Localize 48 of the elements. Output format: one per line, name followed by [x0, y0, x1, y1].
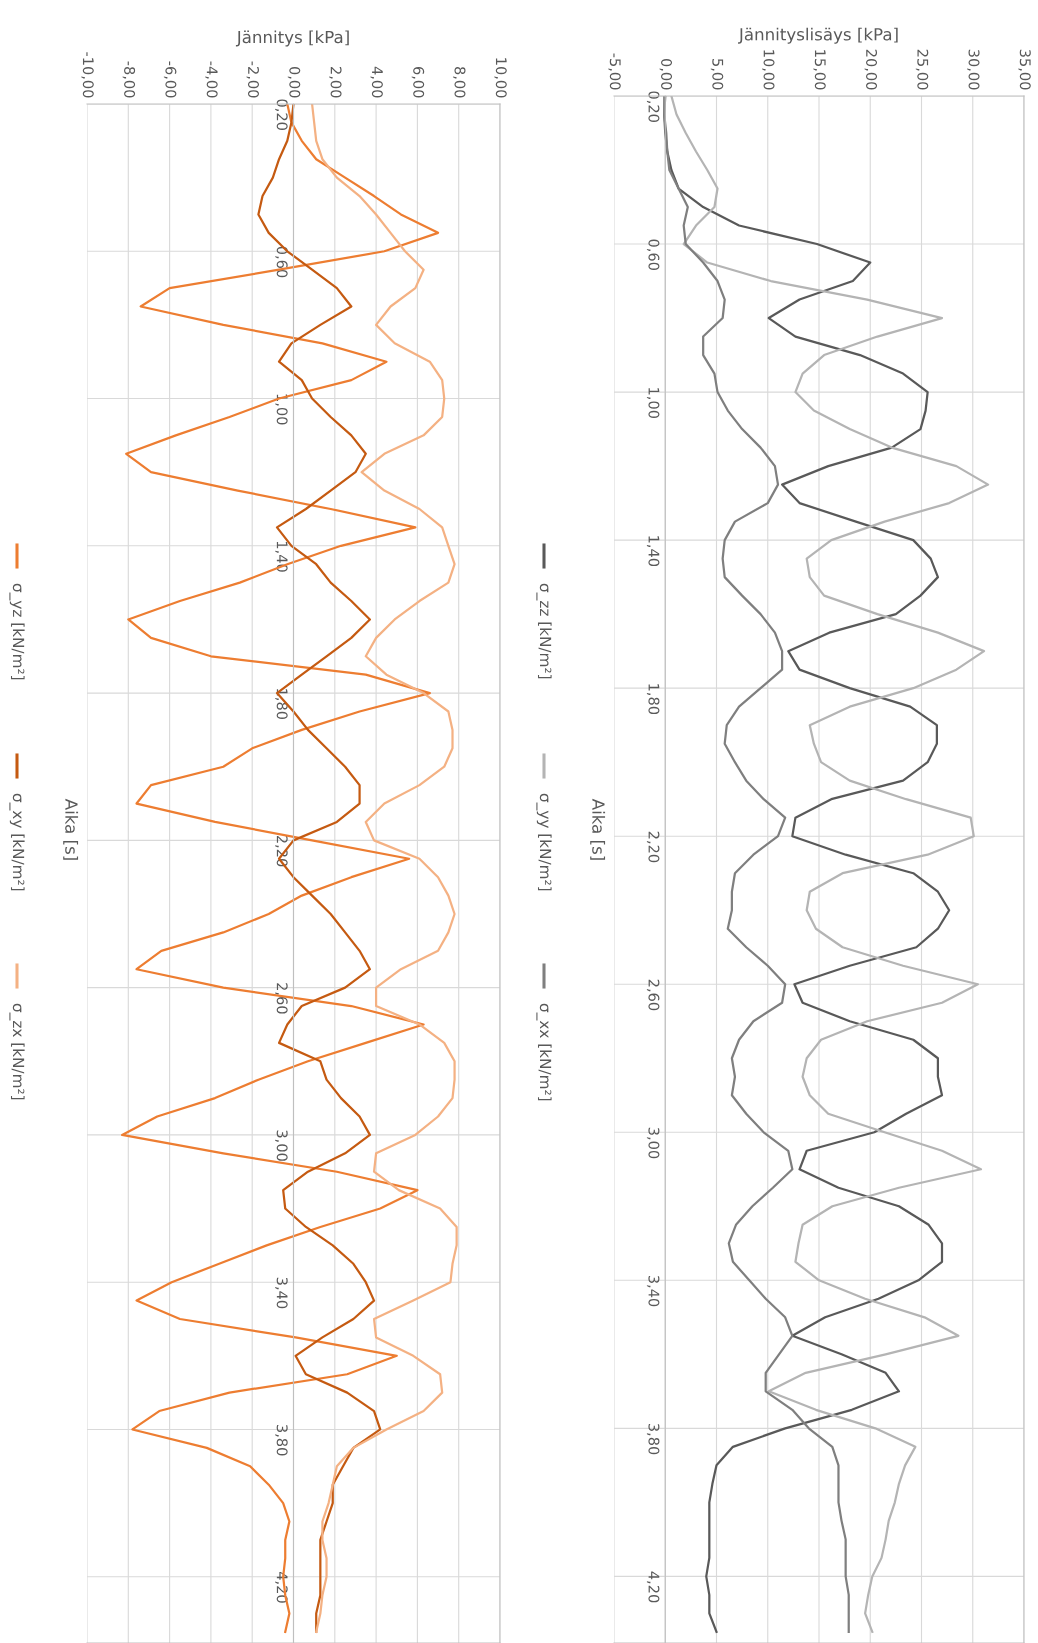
y-tick-label: 2,20: [275, 835, 288, 867]
y-tick-label: 3,40: [646, 1275, 660, 1307]
y-tick-label: 1,00: [646, 388, 660, 419]
x-tick-label: 5,00: [710, 59, 724, 90]
y-tick-label: 2,60: [275, 983, 288, 1014]
x-tick-label: -2,00: [246, 61, 259, 98]
x-tick-label: -10,00: [81, 52, 94, 98]
y-tick-label: 3,80: [646, 1423, 660, 1455]
legend-label: σ_xy [kN/m²]: [9, 793, 25, 891]
x-tick-label: 35,00: [1018, 49, 1031, 90]
x-tick-label: 20,00: [864, 49, 878, 90]
y-tick-label: 0,60: [646, 239, 660, 270]
x-tick-label: 25,00: [915, 49, 929, 90]
y-tick-label: 3,40: [275, 1277, 288, 1309]
legend-label: σ_zz [kN/m²]: [536, 583, 552, 679]
y-tick-label: 2,60: [646, 979, 660, 1011]
x-axis-title: Jännitys [kPa]: [235, 30, 349, 47]
y-axis-title: Aika [s]: [590, 798, 606, 860]
x-tick-label: 2,00: [329, 67, 342, 98]
x-tick-label: 10,00: [494, 58, 507, 98]
x-tick-label: 6,00: [411, 66, 425, 98]
x-tick-label: -5,00: [608, 53, 621, 90]
y-tick-label: 4,20: [646, 1571, 660, 1603]
x-tick-label: -6,00: [163, 61, 177, 98]
x-tick-label: -4,00: [205, 61, 218, 98]
y-tick-label: 0,20: [646, 91, 660, 122]
y-tick-label: 3,00: [275, 1130, 288, 1161]
x-tick-label: 4,00: [370, 66, 383, 98]
y-tick-label: 0,60: [275, 246, 288, 278]
x-tick-label: -8,00: [122, 61, 136, 98]
legend-label: σ_xx [kN/m²]: [536, 1003, 552, 1101]
y-tick-label: 1,40: [646, 536, 660, 567]
x-axis-title: Jännityslisäys [kPa]: [738, 27, 898, 44]
x-tick-label: 15,00: [813, 50, 826, 90]
y-tick-label: 1,80: [646, 684, 660, 715]
y-axis-title: Aika [s]: [63, 798, 79, 860]
x-tick-label: 10,00: [762, 50, 775, 90]
legend-label: σ_yy [kN/m²]: [536, 793, 552, 891]
y-tick-label: 0,20: [275, 99, 288, 130]
y-tick-label: 3,80: [275, 1425, 288, 1456]
y-tick-label: 2,20: [646, 831, 660, 863]
legend-label: σ_zx [kN/m²]: [9, 1003, 25, 1100]
x-tick-label: 0,00: [287, 66, 301, 98]
x-tick-label: 0,00: [659, 58, 673, 90]
x-tick-label: 30,00: [967, 49, 980, 90]
x-tick-label: 8,00: [452, 66, 466, 98]
y-tick-label: 3,00: [646, 1127, 660, 1159]
legend-label: σ_yz [kN/m²]: [9, 583, 25, 680]
